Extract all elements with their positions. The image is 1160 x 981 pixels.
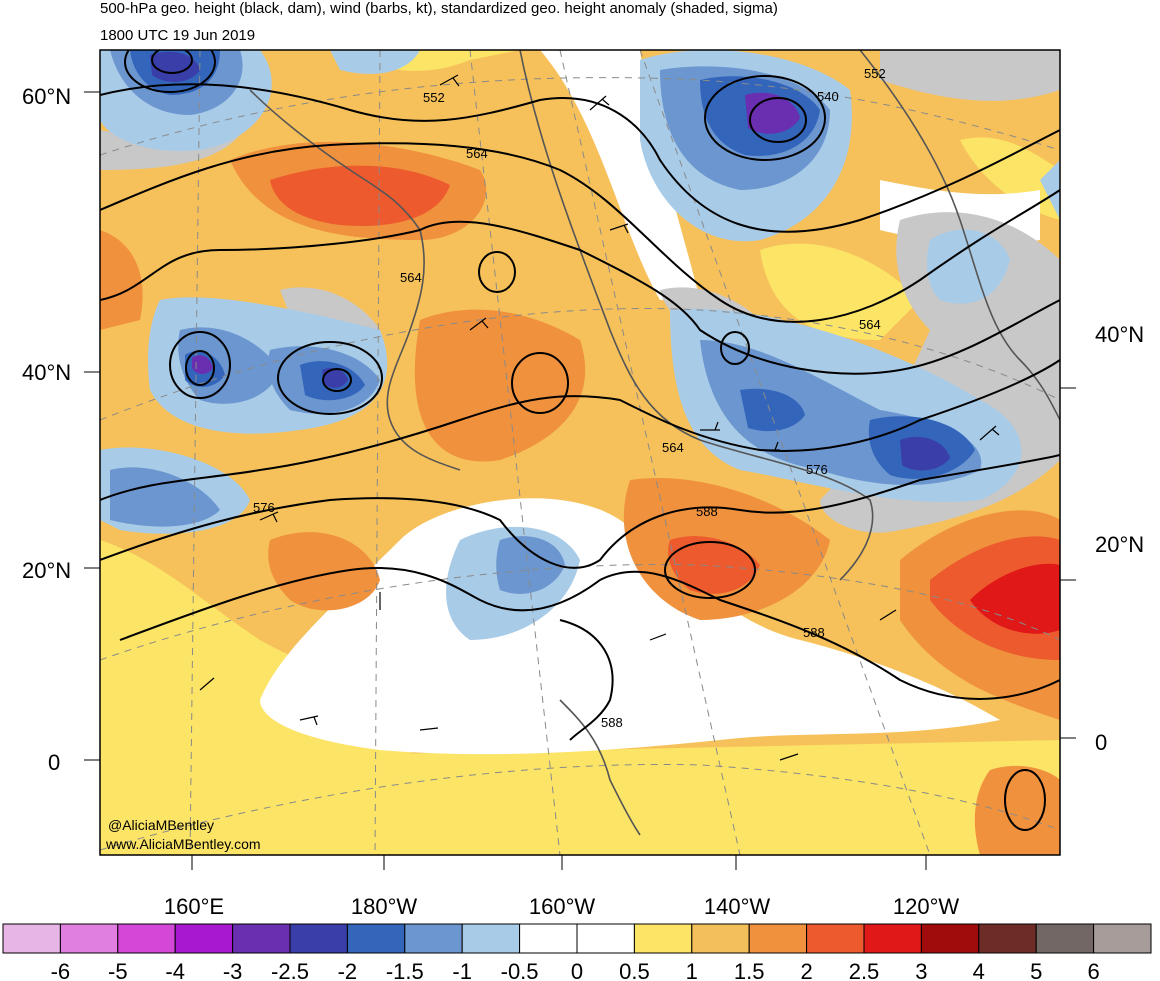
colorbar: -6 -5 -4 -3 -2.5 -2 -1.5 -1 -0.5 0 0.5 1 1.5 2 2.5 3 4 5 6 [2,923,1152,981]
colorbar-swatch [806,923,865,954]
lon-label: 160°W [529,894,596,919]
contour-label: 564 [466,146,488,161]
colorbar-swatch [1093,923,1152,954]
colorbar-label: 4 [973,959,985,981]
map-title: 500-hPa geo. height (black, dam), wind (… [100,0,778,17]
height-contours [100,50,1060,831]
contour-label: 588 [803,625,825,640]
anomaly-shading [100,50,1060,855]
lat-label: 0 [48,750,60,775]
colorbar-swatch [978,923,1037,954]
contour-labels: 552 564 552 540 564 564 564 576 576 588 … [253,66,886,730]
colorbar-swatch [2,923,61,954]
colorbar-swatch [519,923,578,954]
lat-labels-right: 40°N 20°N 0 [1095,322,1144,755]
contour-label: 576 [253,500,275,515]
credit: @AliciaMBentley www.AliciaMBentley.com [105,817,261,852]
contour-label: 564 [859,317,881,332]
colorbar-swatch [748,923,808,954]
lat-label: 40°N [22,360,71,385]
colorbar-swatch [1035,923,1095,954]
contour-label: 552 [423,90,445,105]
colorbar-label: -0.5 [501,959,539,981]
lat-label: 0 [1095,730,1107,755]
valid-time: 1800 UTC 19 Jun 2019 [100,27,256,44]
map-panel: 552 564 552 540 564 564 564 576 576 588 … [99,49,1061,856]
colorbar-label: -1.5 [386,959,424,981]
colorbar-swatch [289,923,348,954]
colorbar-label: 6 [1087,959,1099,981]
contour-label: 564 [400,270,422,285]
colorbar-swatch [633,923,693,954]
colorbar-label: -4 [165,959,185,981]
colorbar-swatch [920,923,980,954]
colorbar-label: 3 [915,959,927,981]
colorbar-label: -3 [223,959,243,981]
colorbar-swatch [232,923,291,954]
colorbar-label: 1.5 [734,959,765,981]
credit-handle: @AliciaMBentley [108,817,214,833]
lat-labels-left: 60°N 40°N 20°N 0 [22,84,71,775]
contour-label: 564 [662,440,684,455]
wind-barbs [199,74,1000,761]
colorbar-swatch [174,923,234,954]
colorbar-label: 2 [800,959,812,981]
colorbar-label: 1 [686,959,698,981]
contour-label: 588 [601,715,623,730]
lat-label: 60°N [22,84,71,109]
colorbar-label: 2.5 [849,959,880,981]
lat-label: 20°N [1095,532,1144,557]
colorbar-label: -1 [452,959,472,981]
colorbar-label: -6 [51,959,71,981]
lon-labels: 160°E 180°W 160°W 140°W 120°W [164,894,959,919]
contour-label: 576 [806,462,828,477]
colorbar-label: 0.5 [619,959,650,981]
lat-label: 20°N [22,558,71,583]
colorbar-swatch [576,923,635,954]
colorbar-label: 0 [571,959,583,981]
contour-label: 588 [696,504,718,519]
colorbar-swatch [59,923,119,954]
colorbar-swatch [691,923,750,954]
map-frame [99,49,1061,856]
colorbar-swatch [346,923,406,954]
colorbar-label: 5 [1030,959,1042,981]
colorbar-swatch [461,923,521,954]
axis-ticks [84,91,1076,870]
lon-label: 120°W [893,894,960,919]
lon-label: 140°W [704,894,771,919]
credit-url: www.AliciaMBentley.com [105,836,261,852]
lat-label: 40°N [1095,322,1144,347]
colorbar-swatch [863,923,922,954]
colorbar-label: -5 [108,959,128,981]
lon-label: 180°W [351,894,418,919]
colorbar-swatch [404,923,463,954]
contour-label: 552 [864,66,886,81]
graticule [100,50,1060,855]
contour-label: 540 [817,89,839,104]
colorbar-label: -2 [338,959,358,981]
colorbar-swatch [117,923,176,954]
lon-label: 160°E [164,894,224,919]
colorbar-label: -2.5 [271,959,309,981]
